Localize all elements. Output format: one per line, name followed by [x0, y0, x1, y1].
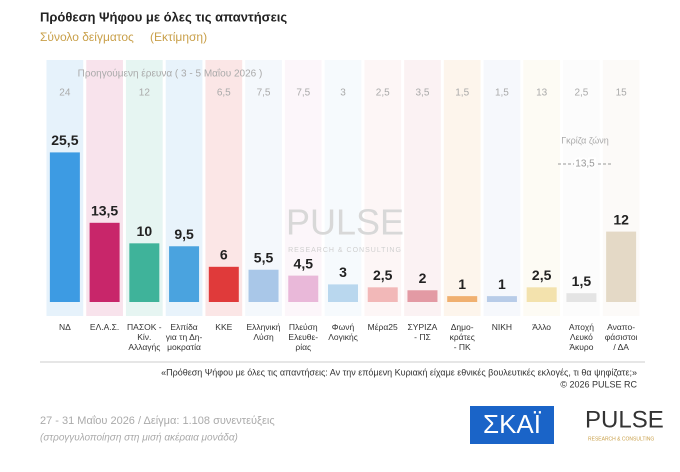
skai-logo — [470, 406, 554, 444]
skai-logo-text: ΣΚΑΪ — [483, 409, 542, 439]
bar — [566, 293, 597, 302]
previous-value: 24 — [59, 88, 71, 99]
pulse-logo-sub: RESEARCH & CONSULTING — [588, 436, 654, 442]
x-tick-label: Φωνή Λογικής — [328, 322, 358, 342]
bar — [49, 152, 80, 302]
annotation-value: 13,5 — [575, 159, 595, 170]
watermark: PULSE — [286, 202, 404, 243]
x-tick-label: ΕΛ.Α.Σ. — [89, 322, 120, 332]
x-tick-label: Μέρα25 — [367, 322, 398, 332]
bar — [606, 231, 637, 302]
previous-value: 2,5 — [574, 88, 588, 99]
column-stripe — [483, 60, 521, 316]
value-label: 2,5 — [373, 267, 393, 283]
bar — [447, 296, 478, 302]
x-tick-label: Αναπο- φάσιστοι / ΔΑ — [604, 322, 638, 352]
previous-value: 7,5 — [257, 88, 271, 99]
chart-title: Πρόθεση Ψήφου με όλες τις απαντήσεις — [40, 9, 287, 24]
previous-value: 13 — [536, 88, 548, 99]
value-label: 9,5 — [174, 226, 194, 242]
column-stripe — [284, 60, 322, 316]
x-tick-label: ΠΑΣΟΚ - Κίν. Αλλαγής — [127, 322, 162, 352]
column-stripe — [404, 60, 441, 316]
x-tick-label: Άλλο — [532, 322, 552, 332]
watermark-sub: RESEARCH & CONSULTING — [288, 247, 402, 254]
value-label: 4,5 — [294, 255, 314, 271]
column-stripe — [364, 60, 402, 316]
previous-label: Προηγούμενη έρευνα ( 3 - 5 Μαΐου 2026 ) — [78, 68, 263, 80]
value-label: 2,5 — [532, 267, 552, 283]
previous-value: 1,5 — [495, 88, 509, 99]
annotation-label: Γκρίζα ζώνη — [561, 135, 609, 145]
column-stripe — [563, 60, 600, 316]
bar — [367, 287, 398, 302]
column-stripe — [443, 60, 481, 316]
chart-subtitle-note: (Εκτίμηση) — [150, 30, 207, 44]
bar — [288, 275, 319, 302]
bar — [89, 222, 120, 302]
bar — [407, 290, 438, 302]
bar — [486, 296, 517, 302]
previous-value: 1,5 — [455, 88, 469, 99]
x-tick-label: Ελπίδα για τη Δη- μοκρατία — [165, 322, 203, 352]
pulse-logo: PULSE — [585, 406, 664, 433]
bar — [129, 243, 160, 302]
x-tick-label: ΝΙΚΗ — [491, 322, 513, 332]
bar — [169, 246, 200, 302]
value-label: 5,5 — [254, 249, 274, 265]
column-stripe — [523, 60, 561, 316]
bar — [248, 269, 279, 302]
x-tick-label: Αποχή Λευκό Άκυρο — [568, 322, 594, 352]
x-tick-label: Πλεύση Ελευθε- ρίας — [288, 322, 319, 352]
x-tick-label: Ελληνική Λύση — [246, 322, 281, 342]
previous-value: 15 — [616, 88, 628, 99]
value-label: 1,5 — [572, 273, 592, 289]
x-tick-label: ΚΚΕ — [215, 322, 233, 332]
value-label: 10 — [137, 223, 153, 239]
value-label: 6 — [220, 247, 228, 263]
previous-value: 12 — [139, 88, 151, 99]
copyright: © 2026 PULSE RC — [560, 379, 637, 389]
x-tick-label: ΣΥΡΙΖΑ - ΠΣ — [407, 322, 438, 342]
footer-note: (στρογγυλοποίηση στη μισή ακέραια μονάδα… — [40, 432, 238, 444]
previous-value: 3 — [340, 88, 346, 99]
previous-value: 6,5 — [217, 88, 231, 99]
bar — [526, 287, 557, 302]
bar — [328, 284, 358, 302]
x-tick-label: Δημο- κράτες - ΠΚ — [449, 322, 475, 352]
bar — [208, 266, 239, 302]
value-label: 3 — [339, 264, 347, 280]
value-label: 12 — [613, 211, 629, 227]
value-label: 1 — [458, 276, 466, 292]
question: «Πρόθεση Ψήφου με όλες τις απαντήσεις: Α… — [161, 367, 637, 377]
footer: 27 - 31 Μαΐου 2026 / Δείγμα: 1.108 συνεν… — [40, 415, 275, 427]
column-stripe — [324, 60, 362, 316]
value-label: 13,5 — [91, 203, 118, 219]
value-label: 2 — [419, 270, 427, 286]
previous-value: 7,5 — [296, 88, 310, 99]
chart-subtitle: Σύνολο δείγματος — [40, 30, 134, 44]
previous-value: 3,5 — [416, 88, 430, 99]
value-label: 25,5 — [51, 132, 78, 148]
value-label: 1 — [498, 276, 506, 292]
previous-value: 2,5 — [376, 88, 390, 99]
x-tick-label: ΝΔ — [58, 322, 71, 332]
